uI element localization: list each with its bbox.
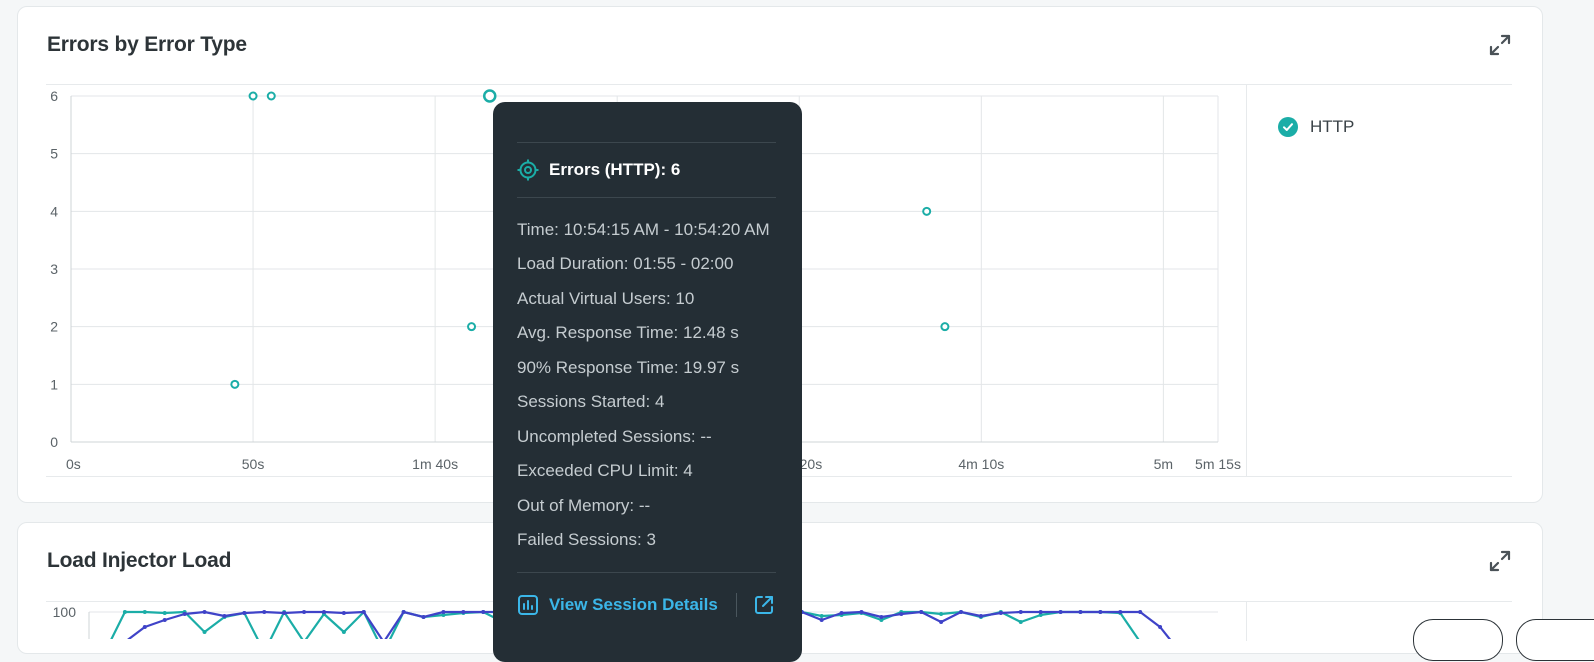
tooltip-divider <box>517 142 776 143</box>
toggle-pill-button[interactable] <box>1413 619 1503 661</box>
external-link-icon[interactable] <box>753 594 775 621</box>
legend-label: HTTP <box>1310 117 1355 136</box>
tooltip-out-of-memory: Out of Memory: -- <box>517 496 651 515</box>
card2-legend-divider <box>1246 601 1247 641</box>
expand-icon[interactable] <box>1488 33 1512 57</box>
card-title-errors: Errors by Error Type <box>47 33 247 56</box>
bar-chart-icon <box>518 595 538 615</box>
tooltip-header: Errors (HTTP): 6 <box>517 159 680 181</box>
card-title-load: Load Injector Load <box>47 549 232 572</box>
tooltip-header-text: Errors (HTTP): 6 <box>549 160 681 179</box>
expand-icon[interactable] <box>1488 549 1512 573</box>
tooltip-avg-response: Avg. Response Time: 12.48 s <box>517 323 739 342</box>
tooltip-cpu-limit: Exceeded CPU Limit: 4 <box>517 461 693 480</box>
toggle-pill-button[interactable] <box>1516 619 1594 661</box>
card-header-divider <box>46 84 1512 85</box>
view-session-details-link[interactable]: View Session Details <box>517 594 718 616</box>
legend-divider <box>1246 84 1247 476</box>
tooltip-virtual-users: Actual Virtual Users: 10 <box>517 289 695 308</box>
view-session-details-label: View Session Details <box>549 595 718 614</box>
tooltip-failed-sessions: Failed Sessions: 3 <box>517 530 656 549</box>
tooltip-load-duration: Load Duration: 01:55 - 02:00 <box>517 254 734 273</box>
legend-item-http[interactable]: HTTP <box>1278 117 1354 137</box>
target-icon <box>517 159 539 181</box>
tooltip-divider <box>517 197 776 198</box>
tooltip-time: Time: 10:54:15 AM - 10:54:20 AM <box>517 220 770 239</box>
tooltip-link-separator <box>736 593 737 617</box>
tooltip-divider <box>517 572 776 573</box>
tooltip-uncompleted: Uncompleted Sessions: -- <box>517 427 712 446</box>
tooltip-sessions-started: Sessions Started: 4 <box>517 392 665 411</box>
tooltip-90-response: 90% Response Time: 19.97 s <box>517 358 740 377</box>
session-tooltip: Errors (HTTP): 6 Time: 10:54:15 AM - 10:… <box>493 102 802 662</box>
checkmark-icon <box>1278 117 1298 137</box>
